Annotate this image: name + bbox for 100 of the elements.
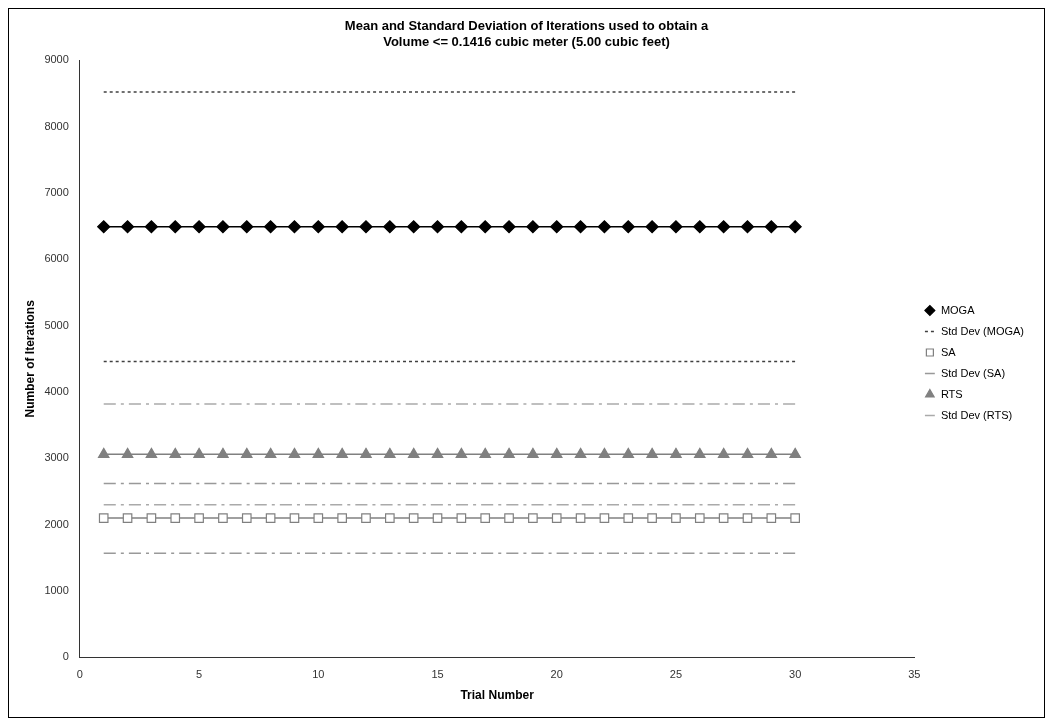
point [623,513,634,523]
point [98,513,109,523]
point [478,220,492,234]
y-tick-label: 8000 [44,119,69,132]
point [740,220,755,234]
point [146,513,157,523]
point [384,513,395,523]
point [359,220,373,234]
point [550,220,564,234]
point [408,513,419,523]
x-tick-label: 5 [196,668,203,681]
point [168,220,182,234]
point [646,447,658,458]
point [526,220,540,234]
point [287,220,302,234]
y-axis-title: Number of Iterations [22,299,37,418]
point [217,447,229,458]
point [361,513,371,523]
y-tick-label: 5000 [44,318,69,331]
y-tick-label: 0 [62,650,69,663]
point [574,447,587,458]
point [790,513,800,523]
point [504,513,514,523]
x-tick-label: 15 [431,668,444,681]
point [264,447,277,458]
point [622,447,635,458]
x-axis-title: Trial Number [460,688,535,703]
y-tick-label: 4000 [44,385,69,398]
point [480,513,491,523]
point [669,220,683,234]
legend-label: Std Dev (RTS) [940,408,1013,421]
point [430,220,445,234]
point [645,220,659,234]
point [264,220,278,234]
point [671,513,681,523]
x-tick-label: 0 [76,668,83,681]
point [240,220,254,234]
point [265,513,276,523]
point [335,220,349,234]
y-tick-label: 9000 [44,53,69,66]
point [288,447,301,458]
point [479,447,491,458]
point [693,220,707,234]
point [218,513,228,523]
point [599,513,610,523]
point [170,513,181,523]
point [194,513,204,523]
point [765,447,778,458]
point [169,447,182,458]
point [312,447,325,458]
y-tick-label: 3000 [44,451,69,464]
y-tick-label: 6000 [44,252,69,265]
x-tick-label: 35 [908,668,921,681]
point [527,447,539,458]
y-tick-label: 2000 [44,517,69,530]
point [407,220,421,234]
point [621,220,635,234]
point [360,447,372,458]
point [718,513,729,523]
point [145,447,158,458]
point [717,447,730,458]
point [456,513,467,523]
chart-title: Mean and Standard Deviation of Iterations used to obtain a Volume <= 0.1416 cubic meter (5.00 cubic feet) [344,18,709,49]
point [311,220,325,234]
point [97,447,110,458]
point [313,513,324,523]
point [551,513,562,523]
point [193,447,205,458]
point [550,447,563,458]
y-tick-label: 7000 [44,185,69,198]
point [216,220,230,234]
point [742,513,753,523]
point [431,447,444,458]
legend-label: Std Dev (MOGA) [940,324,1024,337]
point [122,513,133,523]
point [121,447,134,458]
point [407,447,420,458]
point [788,220,802,234]
point [597,220,612,234]
point [503,447,515,458]
point [454,220,468,234]
y-tick-label: 1000 [44,584,69,597]
point [693,447,706,458]
point [789,447,801,458]
point [694,513,705,523]
legend-label: SA [940,345,957,358]
point [502,220,516,234]
point [144,220,158,234]
x-tick-label: 25 [669,668,683,681]
point [598,447,611,458]
point [741,447,754,458]
point [766,513,777,523]
point [337,513,347,523]
point [717,220,731,234]
point [336,447,348,458]
point [383,220,397,234]
point [241,513,252,523]
point [670,447,682,458]
point [432,513,443,523]
point [764,220,778,234]
